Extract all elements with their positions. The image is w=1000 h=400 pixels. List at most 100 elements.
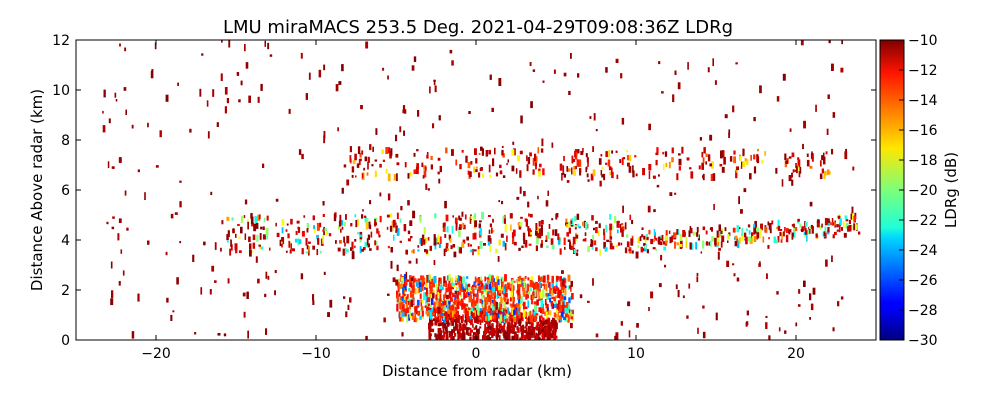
data-point (567, 239, 571, 242)
data-point (488, 337, 492, 340)
data-point (736, 277, 740, 282)
data-point (718, 247, 721, 251)
data-point (369, 200, 372, 205)
data-point (407, 173, 410, 179)
data-point (392, 277, 396, 283)
data-point (739, 155, 742, 161)
data-point (517, 298, 521, 305)
data-point (432, 318, 435, 322)
data-point (636, 323, 639, 328)
data-point (477, 336, 479, 340)
data-point (705, 230, 708, 235)
data-point (676, 242, 679, 246)
data-point (120, 249, 123, 254)
data-point (297, 226, 300, 230)
data-point (338, 81, 342, 85)
data-point (604, 247, 608, 252)
data-point (567, 311, 570, 318)
data-point (527, 312, 531, 316)
data-point (441, 322, 444, 326)
data-point (355, 219, 358, 228)
data-point (521, 314, 524, 322)
data-point (803, 120, 806, 129)
data-point (775, 239, 779, 244)
data-point (444, 234, 447, 238)
data-point (527, 157, 531, 165)
data-point (207, 131, 210, 139)
data-point (474, 284, 477, 288)
data-point (627, 301, 631, 307)
data-point (349, 146, 352, 153)
data-point (592, 278, 594, 286)
data-point (517, 288, 520, 296)
data-point (595, 129, 598, 132)
data-point (425, 307, 428, 312)
data-point (434, 318, 438, 326)
data-point (655, 152, 659, 156)
data-point (461, 333, 464, 340)
data-point (624, 222, 627, 230)
data-point (718, 224, 721, 232)
data-point (411, 312, 414, 317)
data-point (426, 154, 429, 159)
data-point (590, 173, 594, 181)
data-point (425, 310, 429, 315)
data-point (279, 239, 282, 247)
data-point (445, 326, 448, 334)
data-point (475, 335, 479, 340)
data-point (621, 229, 624, 237)
data-point (536, 299, 539, 306)
data-point (753, 236, 757, 242)
data-point (648, 171, 651, 179)
colorbar-label: LDRg (dB) (942, 152, 960, 228)
data-point (397, 285, 400, 293)
data-point (609, 240, 612, 243)
data-point (564, 313, 568, 319)
data-point (689, 242, 692, 250)
data-point (592, 146, 594, 152)
data-point (686, 315, 689, 319)
data-point (508, 336, 510, 340)
data-point (629, 214, 632, 221)
data-point (554, 288, 557, 294)
data-point (452, 244, 456, 248)
data-point (825, 151, 828, 155)
data-point (434, 316, 437, 320)
data-point (531, 319, 534, 328)
data-point (545, 235, 548, 242)
data-point (663, 163, 665, 171)
data-point (729, 156, 733, 162)
data-point (503, 285, 506, 289)
data-point (415, 166, 419, 175)
data-point (458, 215, 461, 220)
data-point (520, 325, 522, 332)
data-point (490, 310, 493, 319)
data-point (566, 317, 568, 321)
data-point (328, 233, 332, 237)
data-point (374, 219, 376, 227)
data-point (502, 286, 506, 294)
data-point (360, 105, 363, 110)
data-point (839, 218, 842, 226)
data-point (736, 240, 740, 248)
data-point (346, 249, 349, 253)
data-point (147, 122, 149, 128)
data-point (508, 316, 511, 323)
data-point (340, 219, 343, 226)
data-point (563, 237, 566, 245)
data-point (723, 156, 726, 165)
data-point (440, 303, 444, 307)
data-point (504, 315, 507, 320)
data-point (170, 213, 174, 219)
data-point (119, 157, 122, 164)
data-point (534, 153, 537, 162)
data-point (473, 301, 476, 307)
data-point (682, 230, 686, 238)
data-point (409, 275, 412, 283)
data-point (345, 214, 347, 220)
data-point (535, 245, 538, 251)
x-tick-label: −20 (141, 346, 171, 362)
data-point (515, 168, 518, 174)
data-point (243, 215, 246, 219)
data-point (396, 212, 399, 220)
